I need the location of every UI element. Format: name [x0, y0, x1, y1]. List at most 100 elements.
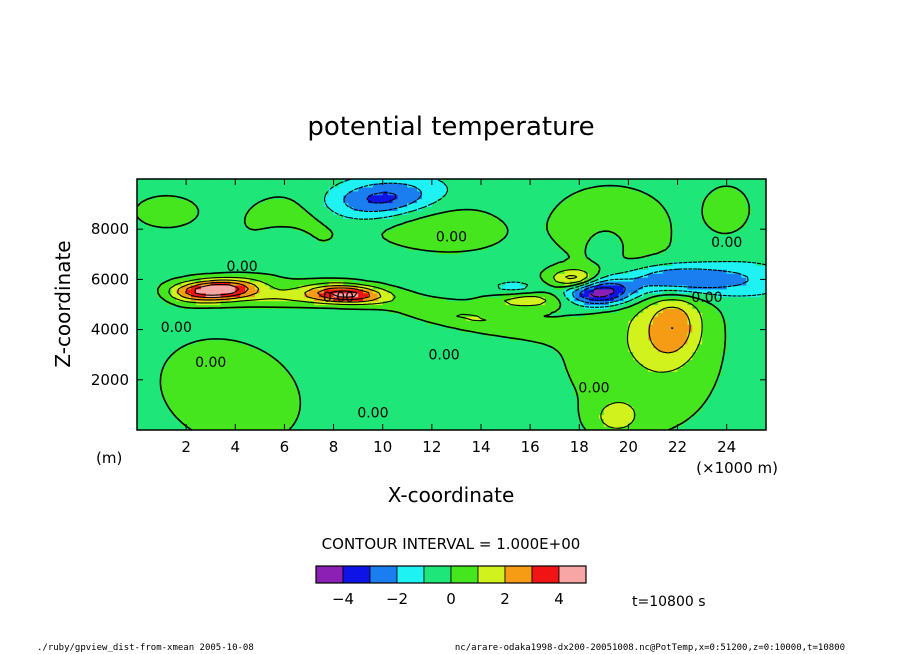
contour-cell [598, 296, 605, 302]
contour-cell [279, 320, 286, 325]
contour-cell [358, 402, 364, 408]
contour-cell [480, 288, 487, 294]
contour-cell [564, 375, 571, 380]
contour-cell [225, 390, 231, 396]
contour-cell [549, 406, 556, 411]
contour-cell [480, 402, 487, 408]
contour-cell [402, 406, 408, 411]
contour-cell [151, 328, 158, 333]
contour-cell [259, 375, 266, 380]
contour-cell [485, 316, 492, 321]
contour-cell [515, 292, 521, 298]
contour-cell [490, 320, 497, 325]
contour-cell [677, 347, 684, 353]
contour-cell [461, 343, 467, 349]
contour-cell [348, 367, 354, 372]
contour-cell [166, 426, 172, 430]
contour-cell [318, 386, 325, 392]
contour-cell [480, 335, 487, 341]
contour-cell [530, 292, 536, 298]
contour-cell [274, 355, 281, 360]
contour-cell [751, 280, 757, 286]
contour-cell [520, 375, 526, 380]
contour-cell [382, 382, 389, 388]
contour-cell [530, 363, 536, 368]
contour-cell [328, 375, 335, 380]
contour-cell [495, 324, 502, 329]
contour-cell [161, 382, 168, 388]
contour-cell [456, 316, 462, 321]
contour-cell [284, 390, 290, 396]
contour-cell [338, 351, 344, 357]
contour-cell [579, 355, 585, 360]
contour-cell [672, 277, 679, 282]
contour-cell [539, 394, 546, 400]
contour-cell [495, 382, 502, 388]
contour-cell [161, 418, 168, 423]
contour-cell [304, 422, 310, 427]
contour-cell [623, 351, 629, 357]
contour-cell [348, 351, 354, 357]
contour-cell [603, 379, 610, 384]
contour-cell [554, 347, 561, 353]
contour-cell [657, 426, 664, 430]
contour-cell [603, 382, 610, 388]
contour-cell [245, 371, 251, 376]
contour-cell [702, 288, 708, 294]
contour-cell [608, 339, 615, 345]
contour-cell [441, 382, 448, 388]
contour-cell [328, 288, 335, 294]
contour-cell [657, 418, 664, 423]
contour-cell [456, 280, 462, 286]
contour-cell [500, 308, 507, 313]
contour-cell [716, 351, 723, 357]
contour-cell [348, 394, 354, 400]
contour-cell [667, 390, 674, 396]
contour-cell [299, 324, 305, 329]
contour-cell [338, 343, 344, 349]
contour-cell [441, 355, 448, 360]
contour-cell [358, 312, 364, 317]
contour-cell [137, 363, 143, 368]
contour-cell [756, 351, 762, 357]
contour-cell [480, 375, 487, 380]
contour-cell [707, 367, 713, 372]
contour-cell [338, 382, 344, 388]
contour-cell [530, 320, 536, 325]
contour-cell [623, 316, 629, 321]
contour-cell [382, 386, 389, 392]
contour-cell [240, 351, 246, 357]
contour-cell [751, 375, 757, 380]
contour-cell [726, 363, 733, 368]
contour-cell [726, 292, 733, 298]
contour-cell [569, 277, 575, 282]
contour-cell [367, 398, 374, 404]
contour-cell [397, 296, 403, 302]
contour-cell [343, 363, 349, 368]
contour-cell [677, 410, 684, 415]
contour-cell [539, 288, 546, 294]
contour-cell [367, 280, 374, 286]
contour-cell [569, 359, 575, 364]
contour-cell [657, 363, 664, 368]
contour-cell [692, 406, 698, 411]
contour-cell [289, 414, 295, 419]
contour-cell [210, 390, 217, 396]
contour-cell [539, 382, 546, 388]
contour-cell [662, 284, 669, 290]
contour-cell [446, 422, 453, 427]
contour-cell [289, 284, 295, 290]
contour-cell [146, 382, 153, 388]
contour-cell [628, 402, 634, 408]
contour-cell [500, 359, 507, 364]
contour-cell [161, 324, 168, 329]
contour-cell [431, 308, 438, 313]
contour-cell [707, 398, 713, 404]
contour-cell [485, 320, 492, 325]
contour-cell [191, 320, 197, 325]
contour-cell [151, 273, 158, 278]
contour-cell [589, 398, 595, 404]
contour-cell [225, 382, 231, 388]
contour-cell [697, 355, 703, 360]
contour-cell [751, 300, 757, 306]
